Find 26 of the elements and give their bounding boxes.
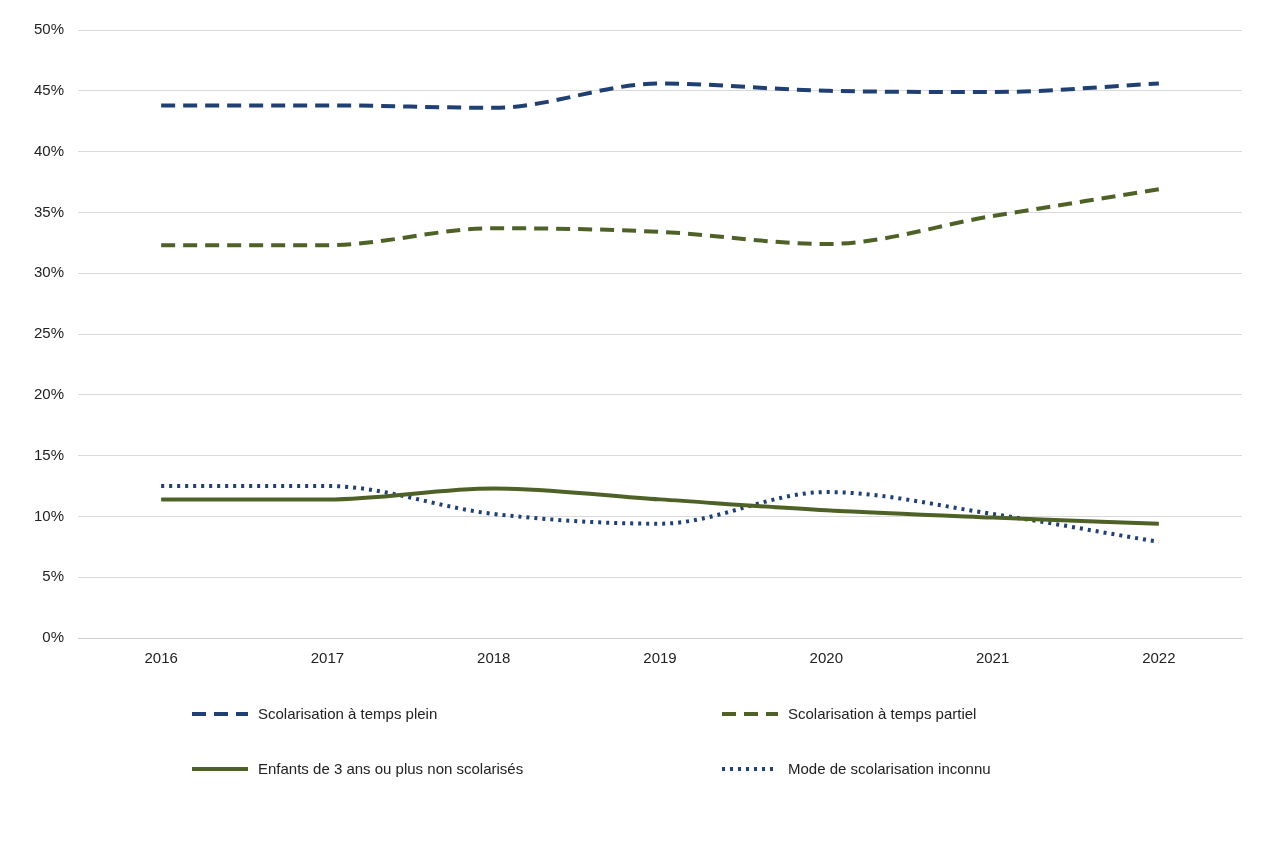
y-tick-label: 45% xyxy=(33,80,65,98)
y-tick-label: 50% xyxy=(33,20,65,38)
x-tick-label: 2021 xyxy=(975,649,1010,667)
y-tick-label: 0% xyxy=(42,628,65,646)
line-series xyxy=(159,187,1161,248)
x-tick-label: 2019 xyxy=(643,649,677,667)
line-series xyxy=(159,81,1161,110)
x-tick-label: 2018 xyxy=(477,649,511,667)
y-tick-label: 5% xyxy=(42,567,65,585)
x-tick-label: 2017 xyxy=(310,649,345,667)
line-series xyxy=(159,486,1161,526)
legend-label: Scolarisation à temps partiel xyxy=(788,705,977,722)
y-tick-label: 40% xyxy=(33,141,65,159)
y-tick-label: 10% xyxy=(33,506,65,524)
y-tick-label: 30% xyxy=(33,263,65,281)
y-tick-label: 15% xyxy=(33,445,65,463)
legend-label: Enfants de 3 ans ou plus non scolarisés xyxy=(258,760,524,777)
legend-label: Scolarisation à temps plein xyxy=(258,705,438,722)
legend-label: Mode de scolarisation inconnu xyxy=(788,760,991,777)
y-tick-label: 20% xyxy=(33,384,65,402)
x-tick-label: 2022 xyxy=(1142,649,1176,667)
x-tick-label: 2016 xyxy=(144,649,178,667)
y-tick-label: 35% xyxy=(33,202,65,220)
y-tick-label: 25% xyxy=(33,324,65,342)
x-tick-label: 2020 xyxy=(809,649,843,667)
line-series xyxy=(159,484,1161,544)
